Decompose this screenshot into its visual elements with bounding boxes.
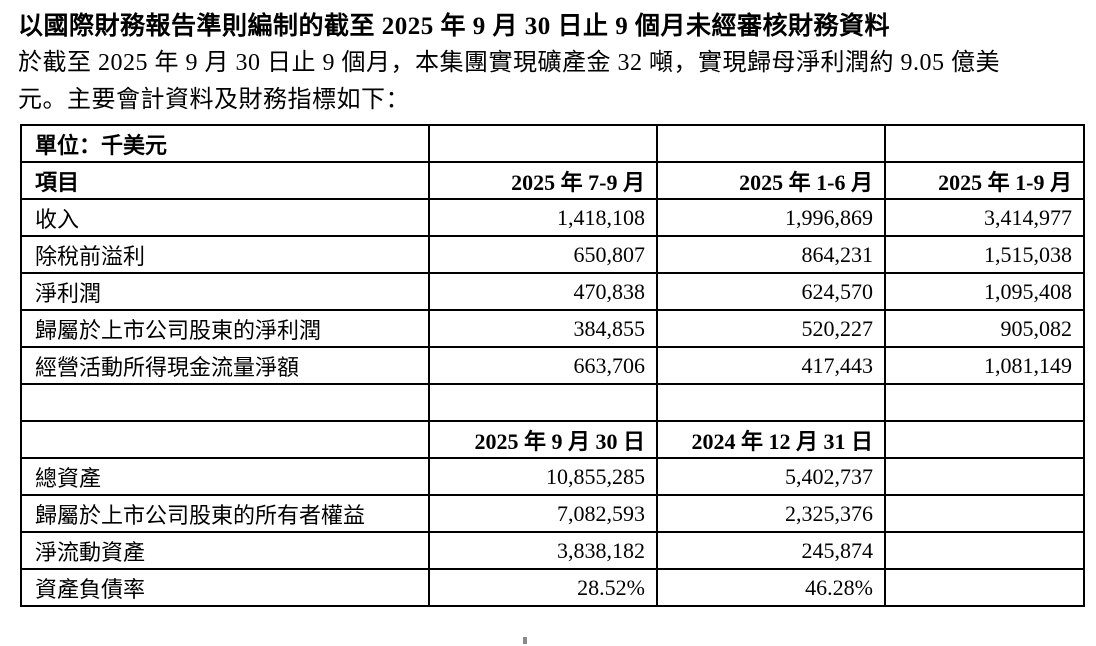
value-cell: 28.52% [428,568,658,607]
row-label: 淨利潤 [20,272,430,311]
table-row-revenue: 收入 1,418,108 1,996,869 3,414,977 [20,198,1085,237]
table-row-operating-cash-flow: 經營活動所得現金流量淨額 663,706 417,443 1,081,149 [20,346,1085,385]
financial-table: 單位：千美元 項目 2025 年 7-9 月 2025 年 1-6 月 2025… [20,124,1085,607]
row-label: 歸屬於上市公司股東的所有者權益 [20,494,430,533]
row-label: 經營活動所得現金流量淨額 [20,346,430,385]
intro-paragraph: 於截至 2025 年 9 月 30 日止 9 個月，本集團實現礦產金 32 噸，… [18,45,1082,119]
empty-cell [884,568,1085,607]
value-cell: 46.28% [656,568,886,607]
value-cell: 624,570 [656,272,886,311]
row-label: 總資產 [20,457,430,496]
period-header-2025-jan-sep: 2025 年 1-9 月 [884,161,1085,200]
value-cell: 864,231 [656,235,886,274]
empty-cell [884,531,1085,570]
value-cell: 1,095,408 [884,272,1085,311]
empty-cell [656,124,886,163]
table-row-gearing-ratio: 資產負債率 28.52% 46.28% [20,568,1085,607]
table-row-date-header: 2025 年 9 月 30 日 2024 年 12 月 31 日 [20,420,1085,459]
value-cell: 417,443 [656,346,886,385]
document-title: 以國際財務報告準則編制的截至 2025 年 9 月 30 日止 9 個月未經審核… [18,13,891,40]
table-row-period-header: 項目 2025 年 7-9 月 2025 年 1-6 月 2025 年 1-9 … [20,161,1085,200]
value-cell: 650,807 [428,235,658,274]
value-cell: 520,227 [656,309,886,348]
unit-label-cell: 單位：千美元 [20,124,430,163]
empty-cell [884,494,1085,533]
page-footer-mark [523,637,527,644]
row-label: 歸屬於上市公司股東的淨利潤 [20,309,430,348]
value-cell: 905,082 [884,309,1085,348]
row-label: 資產負債率 [20,568,430,607]
row-label: 收入 [20,198,430,237]
empty-cell [656,383,886,422]
row-label: 淨流動資產 [20,531,430,570]
table-row-total-assets: 總資產 10,855,285 5,402,737 [20,457,1085,496]
empty-cell [20,383,430,422]
item-column-header: 項目 [20,161,430,200]
table-row-profit-before-tax: 除稅前溢利 650,807 864,231 1,515,038 [20,235,1085,274]
date-header-2024-12-31: 2024 年 12 月 31 日 [656,420,886,459]
table-row-spacer [20,383,1085,422]
table-row-net-profit-attributable: 歸屬於上市公司股東的淨利潤 384,855 520,227 905,082 [20,309,1085,348]
value-cell: 7,082,593 [428,494,658,533]
table-row-net-current-assets: 淨流動資產 3,838,182 245,874 [20,531,1085,570]
value-cell: 384,855 [428,309,658,348]
value-cell: 470,838 [428,272,658,311]
financial-disclosure-document: 以國際財務報告準則編制的截至 2025 年 9 月 30 日止 9 個月未經審核… [18,13,1085,607]
value-cell: 1,515,038 [884,235,1085,274]
table-row-equity-attributable: 歸屬於上市公司股東的所有者權益 7,082,593 2,325,376 [20,494,1085,533]
value-cell: 3,838,182 [428,531,658,570]
empty-cell [428,383,658,422]
value-cell: 5,402,737 [656,457,886,496]
value-cell: 1,081,149 [884,346,1085,385]
table-row-net-profit: 淨利潤 470,838 624,570 1,095,408 [20,272,1085,311]
empty-cell [884,420,1085,459]
row-label: 除稅前溢利 [20,235,430,274]
date-header-2025-09-30: 2025 年 9 月 30 日 [428,420,658,459]
empty-cell [884,383,1085,422]
value-cell: 1,996,869 [656,198,886,237]
empty-cell [884,457,1085,496]
intro-line-1: 於截至 2025 年 9 月 30 日止 9 個月，本集團實現礦產金 32 噸，… [18,50,1000,76]
empty-cell [884,124,1085,163]
value-cell: 2,325,376 [656,494,886,533]
value-cell: 1,418,108 [428,198,658,237]
empty-cell [20,420,430,459]
empty-cell [428,124,658,163]
value-cell: 663,706 [428,346,658,385]
period-header-2025-jan-jun: 2025 年 1-6 月 [656,161,886,200]
intro-line-2: 元。主要會計資料及財務指標如下： [18,87,410,113]
period-header-2025-jul-sep: 2025 年 7-9 月 [428,161,658,200]
value-cell: 10,855,285 [428,457,658,496]
value-cell: 3,414,977 [884,198,1085,237]
value-cell: 245,874 [656,531,886,570]
table-row-unit: 單位：千美元 [20,124,1085,163]
